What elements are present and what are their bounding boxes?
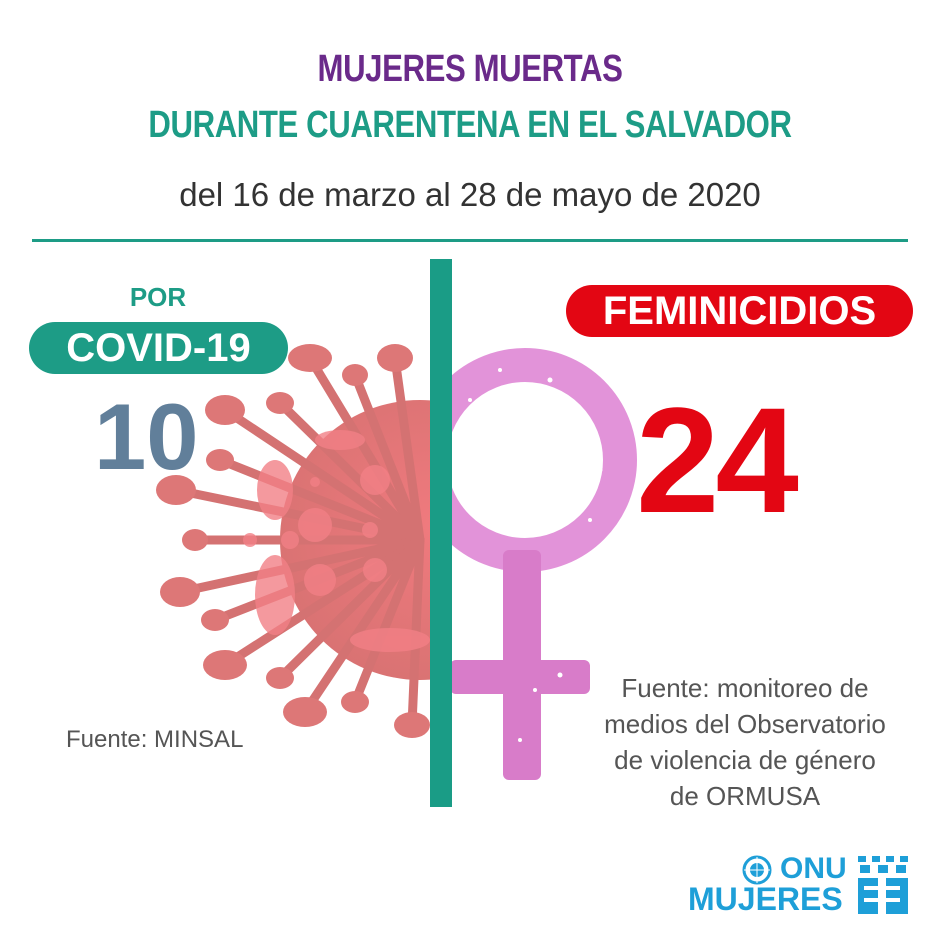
femicide-count: 24 [636, 376, 799, 544]
covid-count: 10 [94, 384, 199, 489]
header-divider [32, 239, 908, 242]
date-range: del 16 de marzo al 28 de mayo de 2020 [179, 176, 761, 213]
covid-source: Fuente: MINSAL [66, 726, 244, 753]
virus-icon [156, 344, 430, 738]
un-emblem-icon [742, 855, 772, 885]
center-divider [430, 259, 452, 807]
covid-prefix: POR [129, 282, 187, 312]
logo-mujeres: MUJERES [688, 881, 843, 917]
logo-onu: ONU [780, 852, 847, 885]
venus-icon [440, 348, 637, 780]
femicide-source-line: de ORMUSA [669, 781, 821, 811]
femicide-source-line: medios del Observatorio [604, 709, 886, 739]
covid-badge: COVID-19 [29, 322, 288, 374]
covid-label: COVID-19 [66, 325, 251, 370]
title-line-1: MUJERES MUERTAS [317, 48, 623, 90]
title-line-2: DURANTE CUARENTENA EN EL SALVADOR [148, 104, 792, 146]
femicide-source-line: Fuente: monitoreo de [621, 673, 869, 703]
femicide-label: FEMINICIDIOS [602, 288, 877, 333]
onu-mujeres-mark-icon [858, 856, 908, 914]
femicide-source-line: de violencia de género [614, 745, 876, 775]
femicide-badge: FEMINICIDIOS [566, 285, 913, 337]
femicide-source: Fuente: monitoreo de medios del Observat… [575, 670, 915, 814]
